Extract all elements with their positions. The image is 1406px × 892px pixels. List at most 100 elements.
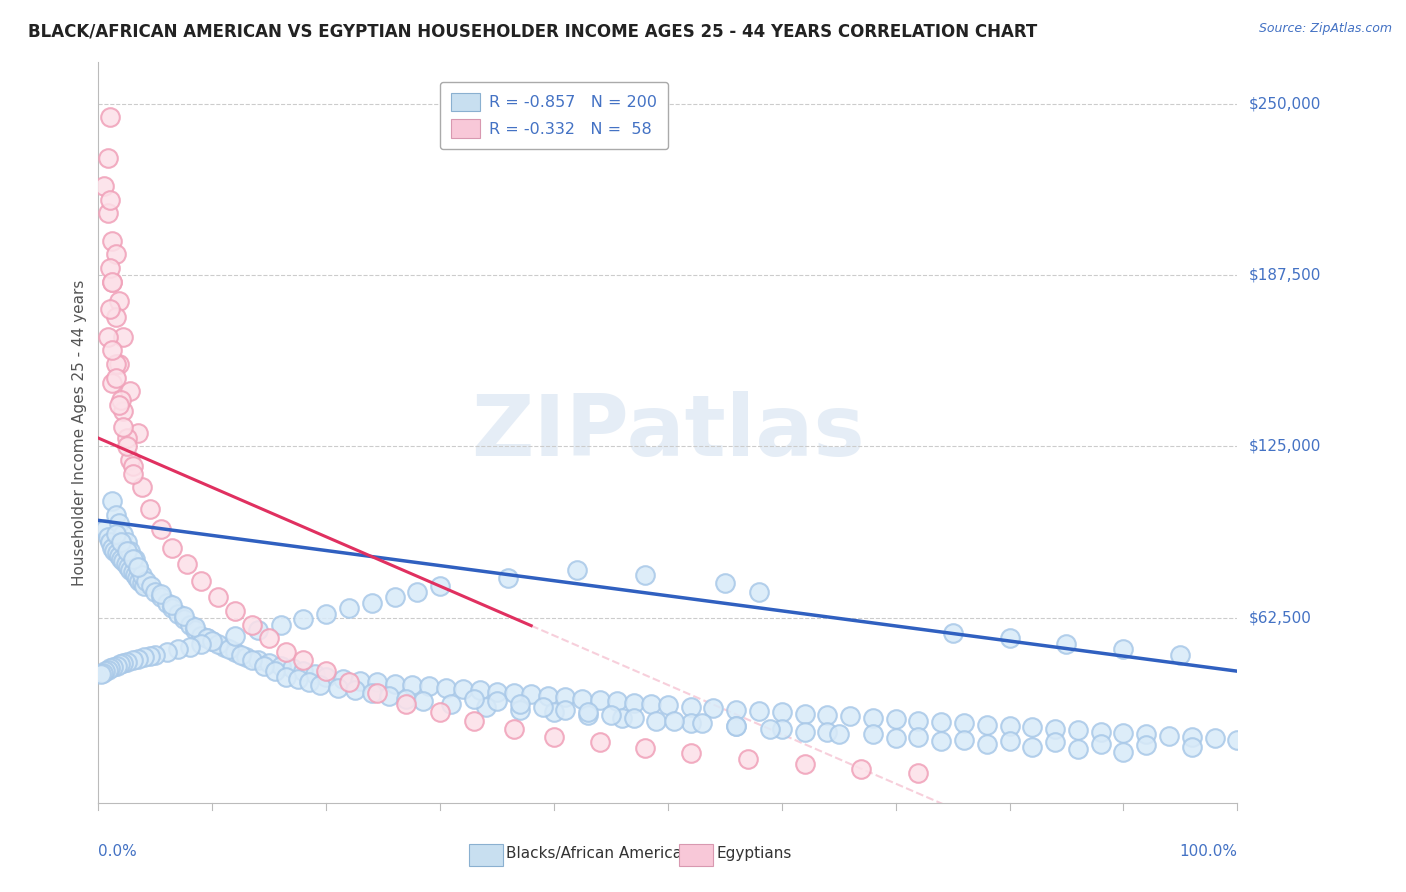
- Point: [101, 494, 124, 508]
- FancyBboxPatch shape: [679, 844, 713, 866]
- Point: [104, 508, 127, 522]
- Point: [531, 699, 554, 714]
- Point: [101, 376, 124, 391]
- Point: [252, 658, 274, 673]
- Point: [657, 698, 679, 713]
- Point: [184, 623, 207, 637]
- Point: [1157, 729, 1180, 743]
- Point: [332, 673, 354, 687]
- Point: [112, 656, 135, 670]
- Point: [1112, 726, 1135, 740]
- Point: [942, 625, 965, 640]
- Point: [110, 551, 132, 566]
- Point: [337, 601, 360, 615]
- Point: [98, 535, 121, 549]
- Point: [276, 670, 298, 684]
- Point: [815, 724, 838, 739]
- Point: [315, 664, 337, 678]
- Point: [108, 549, 131, 563]
- Point: [96, 206, 118, 220]
- Point: [120, 563, 142, 577]
- FancyBboxPatch shape: [468, 844, 503, 866]
- Point: [520, 688, 543, 702]
- Point: [115, 655, 138, 669]
- Point: [412, 694, 434, 708]
- Point: [121, 458, 143, 473]
- Point: [725, 719, 748, 733]
- Point: [96, 152, 118, 166]
- Point: [309, 678, 332, 692]
- Point: [292, 612, 315, 626]
- Point: [998, 719, 1021, 733]
- Point: [108, 357, 131, 371]
- Point: [759, 722, 782, 736]
- Point: [588, 735, 610, 749]
- Point: [1112, 642, 1135, 657]
- Point: [104, 310, 127, 325]
- Point: [173, 609, 195, 624]
- Point: [770, 722, 793, 736]
- Point: [702, 701, 724, 715]
- Point: [998, 632, 1021, 646]
- Point: [304, 667, 326, 681]
- Point: [953, 716, 976, 731]
- Point: [576, 706, 599, 720]
- Point: [486, 694, 509, 708]
- Point: [292, 653, 315, 667]
- Point: [998, 734, 1021, 748]
- Point: [343, 683, 366, 698]
- Point: [264, 664, 287, 678]
- Point: [474, 699, 496, 714]
- Point: [281, 661, 304, 675]
- Point: [104, 357, 127, 371]
- Point: [434, 681, 457, 695]
- Point: [640, 697, 662, 711]
- Point: [114, 558, 136, 572]
- Point: [101, 541, 124, 555]
- Point: [1067, 742, 1090, 756]
- Point: [156, 645, 179, 659]
- Point: [132, 650, 155, 665]
- Point: [509, 697, 531, 711]
- Point: [406, 584, 429, 599]
- Point: [224, 645, 246, 659]
- Point: [259, 656, 281, 670]
- Point: [145, 584, 167, 599]
- Text: Source: ZipAtlas.com: Source: ZipAtlas.com: [1258, 22, 1392, 36]
- Point: [104, 247, 127, 261]
- Point: [1135, 738, 1157, 752]
- Point: [190, 574, 212, 588]
- Point: [451, 681, 474, 696]
- Point: [167, 607, 190, 621]
- Point: [976, 737, 998, 751]
- Point: [120, 384, 142, 399]
- Point: [127, 652, 149, 666]
- Point: [138, 649, 160, 664]
- Point: [543, 730, 565, 744]
- Point: [131, 568, 153, 582]
- Point: [315, 670, 337, 684]
- Text: 100.0%: 100.0%: [1180, 845, 1237, 860]
- Point: [679, 699, 702, 714]
- Point: [127, 571, 149, 585]
- Point: [384, 590, 406, 604]
- Point: [240, 617, 263, 632]
- Point: [737, 752, 759, 766]
- Point: [276, 645, 298, 659]
- Point: [173, 612, 195, 626]
- Point: [112, 403, 135, 417]
- Point: [862, 711, 884, 725]
- Point: [115, 431, 138, 445]
- Point: [124, 568, 146, 582]
- Point: [201, 634, 224, 648]
- Point: [150, 522, 173, 536]
- Point: [167, 642, 190, 657]
- Point: [662, 714, 685, 728]
- Point: [793, 724, 815, 739]
- Point: [690, 716, 713, 731]
- Point: [98, 261, 121, 276]
- Point: [108, 657, 131, 672]
- Point: [235, 650, 257, 665]
- Point: [554, 690, 576, 705]
- Point: [953, 732, 976, 747]
